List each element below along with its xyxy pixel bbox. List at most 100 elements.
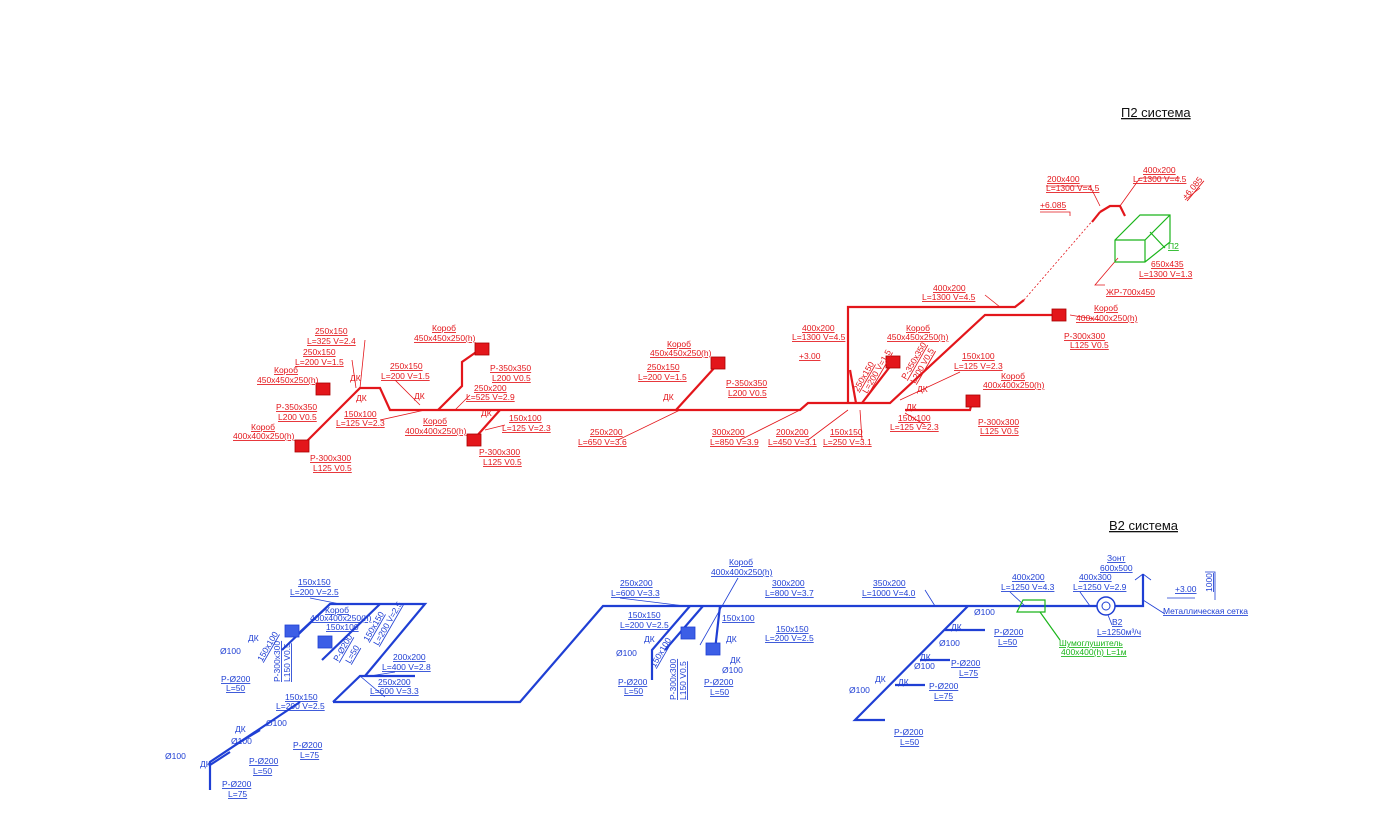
- dim-label: Р-350x350: [276, 402, 317, 412]
- dim-label: Ø100: [939, 638, 960, 648]
- dim-label: 150x100: [326, 622, 359, 632]
- dim-label: 400x400x250(h): [711, 567, 773, 577]
- dim-label: 400x400x250(h): [233, 431, 295, 441]
- dim-label: L200 V0.5: [728, 388, 767, 398]
- dim-label: Р-300x300: [978, 417, 1019, 427]
- dim-label: Ø100: [231, 736, 252, 746]
- dim-label: Зонт: [1107, 553, 1126, 563]
- dim-label: ДК: [644, 634, 655, 644]
- dim-label: 600x500: [1100, 563, 1133, 573]
- dim-label: L=200 V=2.5: [290, 587, 339, 597]
- dim-label: Р-Ø200: [618, 677, 648, 687]
- dim-label: L=125 V=2.3: [954, 361, 1003, 371]
- dim-label: L=75: [228, 789, 247, 799]
- dim-label: Металлическая сетка: [1163, 606, 1248, 616]
- dim-label: L=50: [253, 766, 272, 776]
- dim-label: Короб: [729, 557, 753, 567]
- dim-label: L=600 V=3.3: [611, 588, 660, 598]
- dim-label: ДК: [726, 634, 737, 644]
- dim-label: ДК: [951, 622, 962, 632]
- dim-label: Р-350x350: [490, 363, 531, 373]
- dim-label: Короб: [432, 323, 456, 333]
- dim-label: 200x400: [1047, 174, 1080, 184]
- dim-label: Ø100: [616, 648, 637, 658]
- dim-label: 300x200: [712, 427, 745, 437]
- b2-ducts: [208, 571, 1216, 790]
- dim-label: L=50: [624, 686, 643, 696]
- dim-label: Короб: [251, 422, 275, 432]
- dim-label: L=125 V=2.3: [502, 423, 551, 433]
- dim-label: 150x150: [776, 624, 809, 634]
- dim-label: 150x100: [509, 413, 542, 423]
- dim-label: Р-300x300: [1064, 331, 1105, 341]
- dim-label: 400x200: [1012, 572, 1045, 582]
- dim-label: 450x450x250(h): [650, 348, 712, 358]
- dim-label: 450x450x250(h): [887, 332, 949, 342]
- dim-label: L=200 V=2.5: [765, 633, 814, 643]
- p2-ducts: [294, 177, 1201, 453]
- dim-label: Р-Ø200: [704, 677, 734, 687]
- dim-label: Р-300x300: [668, 659, 678, 700]
- dim-label: L=650 V=3.6: [578, 437, 627, 447]
- dim-label: 150x100: [962, 351, 995, 361]
- dim-label: L=50: [900, 737, 919, 747]
- dim-label: ДК: [414, 391, 425, 401]
- dim-label: Короб: [667, 339, 691, 349]
- dim-label: ДК: [906, 402, 917, 412]
- dim-label: Р-350x350: [726, 378, 767, 388]
- dim-label: В2: [1112, 617, 1123, 627]
- dim-label: L=800 V=3.7: [765, 588, 814, 598]
- dim-label: L=450 V=3.1: [768, 437, 817, 447]
- dim-label: Ø100: [722, 665, 743, 675]
- dim-label: 250x150: [647, 362, 680, 372]
- dim-label: Ø100: [974, 607, 995, 617]
- dim-label: 150x100: [722, 613, 755, 623]
- dim-label: 400x200: [802, 323, 835, 333]
- dim-label: 150x100: [344, 409, 377, 419]
- dim-label: L=200 V=1.5: [295, 357, 344, 367]
- dim-label: Р-Ø200: [293, 740, 323, 750]
- dim-label: 400x400(h) L=1м: [1061, 647, 1127, 657]
- dim-label: Шумоглушитель: [1059, 638, 1123, 648]
- dim-label: 350x200: [873, 578, 906, 588]
- dim-label: Ø100: [220, 646, 241, 656]
- dim-label: L=400 V=2.8: [382, 662, 431, 672]
- dim-label: L=200 V=2.5: [276, 701, 325, 711]
- dim-label: 400x400x250(h): [310, 613, 372, 623]
- dim-label: ДК: [730, 655, 741, 665]
- dim-label: ДК: [356, 393, 367, 403]
- dim-label: L200 V0.5: [492, 373, 531, 383]
- dim-label: 450x450x250(h): [414, 333, 476, 343]
- dim-label: Р-300x300: [310, 453, 351, 463]
- dim-label: 400x300: [1079, 572, 1112, 582]
- dim-label: 250x200: [378, 677, 411, 687]
- dim-label: Р-300x300: [272, 641, 282, 682]
- dim-label: Р-Ø200: [221, 674, 251, 684]
- dim-label: 150x150: [628, 610, 661, 620]
- dim-label: L=50: [710, 687, 729, 697]
- dim-label: L125 V0.5: [483, 457, 522, 467]
- system-title: В2 система: [1109, 518, 1179, 533]
- dim-label: Ø100: [266, 718, 287, 728]
- dim-label: +6.085: [1040, 200, 1067, 210]
- dim-label: L=600 V=3.3: [370, 686, 419, 696]
- dim-label: L=75: [934, 691, 953, 701]
- dim-label: L=75: [300, 750, 319, 760]
- dim-label: 1000: [1204, 573, 1214, 592]
- dim-label: Короб: [325, 605, 349, 615]
- dim-label: ДК: [875, 674, 886, 684]
- dim-label: L=125 V=2.3: [890, 422, 939, 432]
- dim-label: L=1300 V=4.5: [1133, 174, 1187, 184]
- dim-label: 150x100: [898, 413, 931, 423]
- dim-label: 300x200: [772, 578, 805, 588]
- dim-label: L=1300 V=4.5: [922, 292, 976, 302]
- p2-unit: [1114, 214, 1171, 263]
- dim-label: ЖР-700x450: [1106, 287, 1155, 297]
- dim-label: ДК: [350, 373, 361, 383]
- dim-label: Р-Ø200: [249, 756, 279, 766]
- dim-label: L200 V0.5: [278, 412, 317, 422]
- dim-label: Короб: [274, 365, 298, 375]
- dim-label: Короб: [1094, 303, 1118, 313]
